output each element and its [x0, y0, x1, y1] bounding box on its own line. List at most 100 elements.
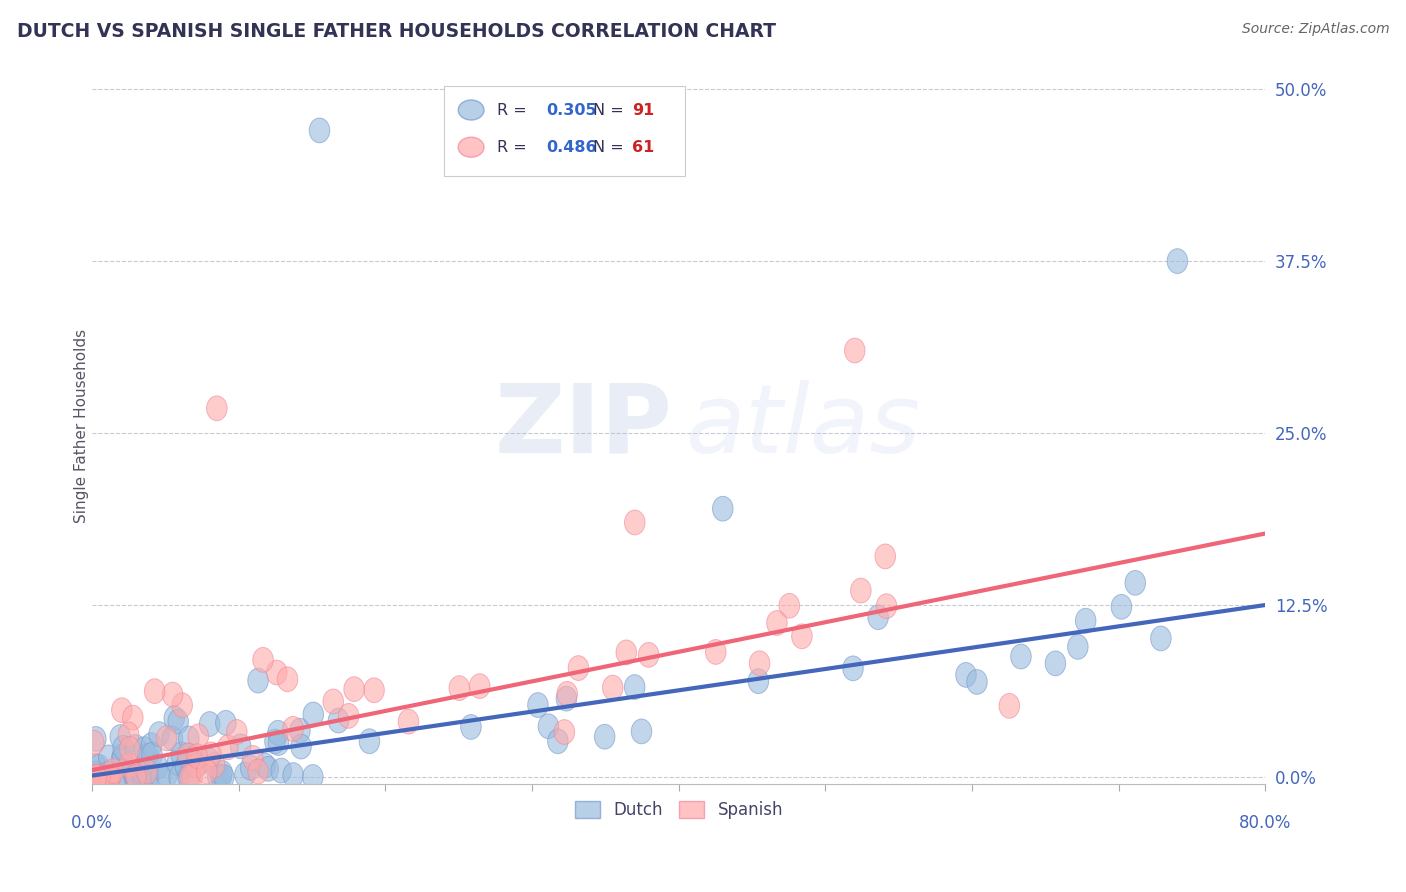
Ellipse shape — [1150, 626, 1171, 651]
Ellipse shape — [125, 764, 145, 789]
Ellipse shape — [527, 693, 548, 717]
Ellipse shape — [1076, 608, 1095, 633]
Ellipse shape — [267, 660, 287, 685]
Text: 61: 61 — [631, 140, 654, 154]
Ellipse shape — [1125, 571, 1146, 595]
Text: 80.0%: 80.0% — [1239, 814, 1292, 832]
Ellipse shape — [98, 745, 120, 770]
Ellipse shape — [956, 663, 976, 687]
Ellipse shape — [145, 679, 165, 704]
Ellipse shape — [179, 764, 198, 789]
Ellipse shape — [557, 681, 578, 706]
Text: Source: ZipAtlas.com: Source: ZipAtlas.com — [1241, 22, 1389, 37]
Ellipse shape — [208, 764, 228, 789]
Ellipse shape — [616, 640, 637, 665]
Ellipse shape — [188, 751, 208, 776]
Ellipse shape — [127, 764, 148, 789]
Text: N =: N = — [593, 103, 628, 118]
Ellipse shape — [200, 712, 219, 737]
Ellipse shape — [713, 496, 733, 521]
Ellipse shape — [86, 754, 105, 778]
Text: atlas: atlas — [685, 380, 920, 473]
Ellipse shape — [215, 710, 236, 735]
Ellipse shape — [186, 753, 207, 778]
Ellipse shape — [461, 714, 481, 739]
Ellipse shape — [125, 764, 146, 789]
Ellipse shape — [118, 722, 139, 747]
Ellipse shape — [86, 764, 107, 789]
Ellipse shape — [290, 718, 311, 743]
Text: 0.305: 0.305 — [546, 103, 596, 118]
Ellipse shape — [595, 724, 614, 749]
Ellipse shape — [141, 732, 162, 757]
Ellipse shape — [134, 761, 153, 786]
Ellipse shape — [624, 674, 645, 699]
Ellipse shape — [177, 743, 198, 768]
Ellipse shape — [876, 594, 897, 618]
Ellipse shape — [134, 737, 155, 762]
Ellipse shape — [1111, 594, 1132, 619]
Ellipse shape — [568, 656, 589, 681]
Ellipse shape — [138, 743, 157, 768]
Text: R =: R = — [496, 140, 531, 154]
Ellipse shape — [449, 676, 470, 700]
Ellipse shape — [231, 734, 250, 759]
Ellipse shape — [112, 736, 134, 760]
Ellipse shape — [176, 754, 195, 779]
Ellipse shape — [259, 756, 278, 781]
Ellipse shape — [83, 731, 104, 756]
Ellipse shape — [183, 764, 202, 789]
Ellipse shape — [344, 677, 364, 701]
Ellipse shape — [277, 667, 298, 691]
Ellipse shape — [169, 764, 190, 789]
Ellipse shape — [602, 675, 623, 700]
Ellipse shape — [122, 706, 143, 730]
Ellipse shape — [162, 726, 183, 751]
Y-axis label: Single Father Households: Single Father Households — [73, 329, 89, 524]
Ellipse shape — [98, 764, 120, 789]
Ellipse shape — [235, 763, 254, 787]
Ellipse shape — [156, 726, 177, 751]
Ellipse shape — [240, 756, 262, 780]
Ellipse shape — [120, 737, 141, 762]
Ellipse shape — [254, 753, 276, 778]
Ellipse shape — [339, 704, 359, 728]
Ellipse shape — [851, 578, 872, 603]
Ellipse shape — [200, 747, 219, 772]
Ellipse shape — [458, 100, 484, 120]
Ellipse shape — [89, 755, 110, 780]
Ellipse shape — [748, 669, 769, 694]
Ellipse shape — [398, 709, 419, 734]
Ellipse shape — [283, 763, 304, 788]
Ellipse shape — [359, 729, 380, 754]
Ellipse shape — [142, 742, 162, 767]
Ellipse shape — [125, 735, 146, 759]
Legend: Dutch, Spanish: Dutch, Spanish — [568, 794, 790, 826]
Ellipse shape — [86, 764, 107, 789]
Ellipse shape — [845, 338, 865, 363]
Ellipse shape — [269, 731, 288, 756]
Ellipse shape — [458, 137, 484, 157]
Ellipse shape — [247, 668, 269, 693]
Ellipse shape — [188, 724, 208, 748]
Ellipse shape — [124, 764, 145, 789]
Ellipse shape — [792, 624, 813, 648]
Ellipse shape — [149, 722, 169, 747]
Ellipse shape — [84, 764, 105, 789]
Ellipse shape — [167, 709, 188, 734]
Ellipse shape — [136, 759, 157, 784]
Ellipse shape — [364, 678, 384, 703]
Ellipse shape — [271, 758, 291, 783]
Ellipse shape — [624, 510, 645, 535]
Ellipse shape — [967, 670, 987, 694]
Ellipse shape — [706, 640, 725, 665]
Ellipse shape — [211, 764, 232, 789]
Ellipse shape — [111, 747, 132, 772]
Ellipse shape — [291, 734, 311, 759]
Ellipse shape — [242, 746, 263, 771]
Text: 91: 91 — [631, 103, 654, 118]
Ellipse shape — [267, 721, 288, 745]
Ellipse shape — [180, 764, 200, 789]
Ellipse shape — [253, 648, 273, 673]
Text: 0.486: 0.486 — [546, 140, 596, 154]
